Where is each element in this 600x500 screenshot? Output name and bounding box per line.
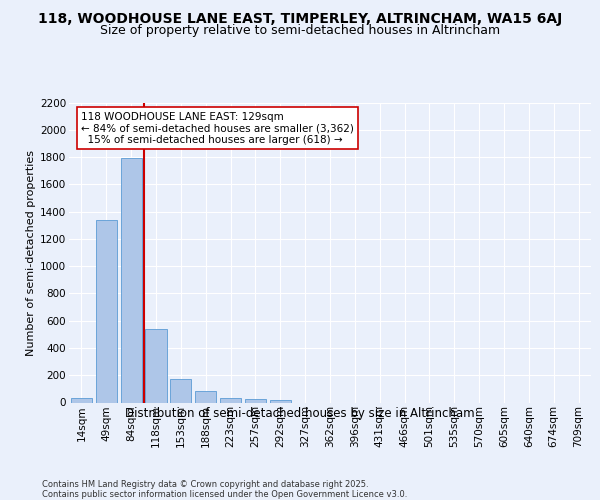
Text: Size of property relative to semi-detached houses in Altrincham: Size of property relative to semi-detach… [100,24,500,37]
Bar [195,391,216,402]
Bar [170,378,191,402]
Bar [121,158,142,402]
Bar [71,398,92,402]
Bar [220,398,241,402]
Text: Distribution of semi-detached houses by size in Altrincham: Distribution of semi-detached houses by … [125,408,475,420]
Bar [245,399,266,402]
Y-axis label: Number of semi-detached properties: Number of semi-detached properties [26,150,36,356]
Text: 118 WOODHOUSE LANE EAST: 129sqm
← 84% of semi-detached houses are smaller (3,362: 118 WOODHOUSE LANE EAST: 129sqm ← 84% of… [82,112,355,144]
Bar [270,400,291,402]
Bar [145,329,167,402]
Bar [96,220,117,402]
Text: 118, WOODHOUSE LANE EAST, TIMPERLEY, ALTRINCHAM, WA15 6AJ: 118, WOODHOUSE LANE EAST, TIMPERLEY, ALT… [38,12,562,26]
Text: Contains HM Land Registry data © Crown copyright and database right 2025.
Contai: Contains HM Land Registry data © Crown c… [42,480,407,499]
